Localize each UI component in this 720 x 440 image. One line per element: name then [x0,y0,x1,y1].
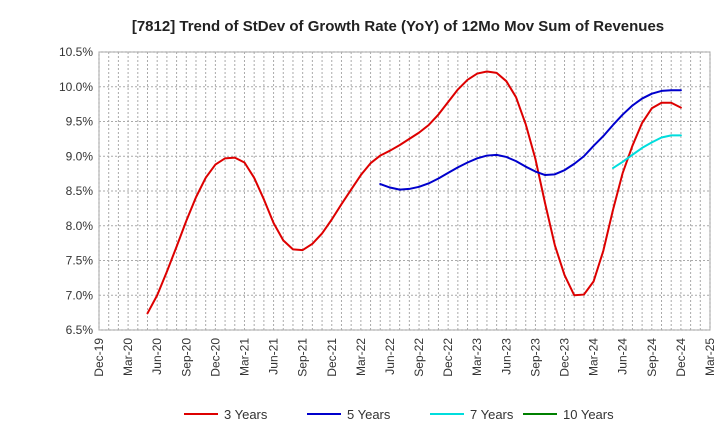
y-tick-label: 10.5% [59,45,93,59]
x-tick-label: Sep-22 [412,338,426,377]
x-axis: Dec-19 Mar-20 Jun-20 Sep-20 Dec-20 Mar-21 Jun-… [92,338,717,377]
y-tick-label: 8.5% [66,184,94,198]
x-tick-label: Dec-24 [674,338,688,377]
legend: 3 Years 5 Years 7 Years 10 Years [184,407,614,422]
x-tick-label: Mar-23 [470,338,484,376]
x-tick-label: Mar-22 [354,338,368,376]
series-line-7-years [612,134,682,170]
series-line-3-years [146,70,682,315]
y-tick-label: 8.0% [66,219,94,233]
grid-lines [98,51,711,331]
x-tick-label: Dec-22 [441,338,455,377]
x-tick-label: Sep-20 [179,338,193,377]
x-tick-label: Sep-23 [528,338,542,377]
x-tick-label: Mar-24 [587,338,601,376]
x-tick-label: Sep-24 [645,338,659,377]
y-tick-label: 9.0% [66,149,94,163]
y-axis: 6.5% 7.0% 7.5% 8.0% 8.5% 9.0% 9.5% 10.0% 10.5% [59,45,93,337]
legend-label: 10 Years [563,407,614,422]
legend-label: 3 Years [224,407,268,422]
x-tick-label: Jun-21 [267,338,281,375]
x-tick-label: Dec-19 [92,338,106,377]
series-line-5-years [379,89,682,191]
x-tick-label: Mar-25 [703,338,717,376]
x-tick-label: Dec-21 [325,338,339,377]
x-tick-label: Jun-24 [616,338,630,375]
y-tick-label: 9.5% [66,115,94,129]
x-tick-label: Mar-21 [237,338,251,376]
y-tick-label: 10.0% [59,80,93,94]
x-tick-label: Jun-23 [499,338,513,375]
legend-label: 7 Years [470,407,514,422]
x-tick-label: Sep-21 [296,338,310,377]
y-tick-label: 6.5% [66,323,94,337]
x-tick-label: Dec-20 [208,338,222,377]
series-lines [146,70,682,315]
x-tick-label: Dec-23 [558,338,572,377]
x-tick-label: Jun-20 [150,338,164,375]
y-tick-label: 7.5% [66,254,94,268]
y-tick-label: 7.0% [66,288,94,302]
legend-label: 5 Years [347,407,391,422]
x-tick-label: Mar-20 [121,338,135,376]
chart-title: [7812] Trend of StDev of Growth Rate (Yo… [132,18,664,35]
x-tick-label: Jun-22 [383,338,397,375]
